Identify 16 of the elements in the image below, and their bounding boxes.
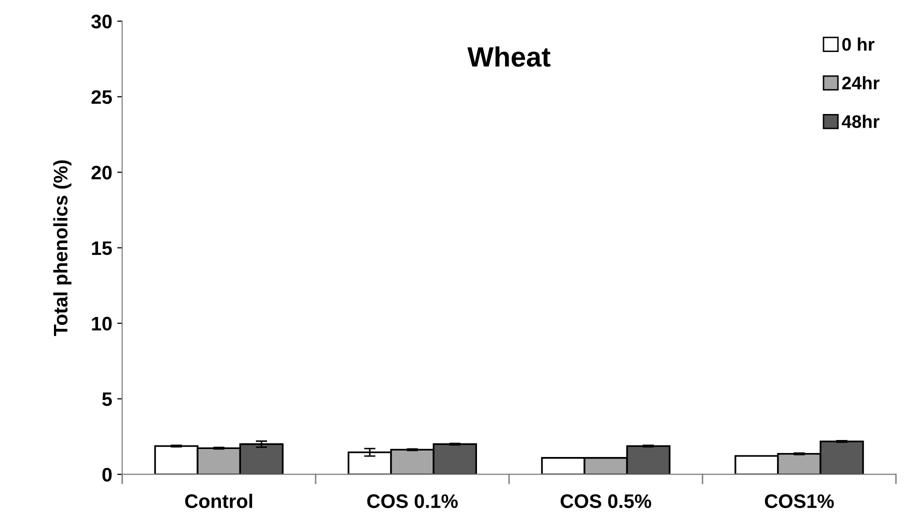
x-tick-label: COS1% (764, 494, 834, 508)
y-tick-label: 25 (92, 90, 112, 104)
x-tick-label: COS 0.1% (367, 494, 458, 508)
x-tick-label: Control (185, 494, 252, 508)
legend-label: 24hr (842, 76, 880, 90)
text: Wheat (467, 46, 550, 67)
y-tick-label: 30 (91, 14, 112, 28)
y-tick-label: 0 (102, 468, 112, 482)
legend-label: 0 hr (842, 38, 874, 51)
y-tick-label: 5 (102, 392, 112, 406)
legend-label: 48hr (842, 114, 880, 128)
y-tick-label: 20 (92, 166, 112, 180)
y-tick-label: 15 (92, 241, 112, 256)
y-tick-label: 10 (92, 316, 112, 331)
y-axis-title: Total phenolics (%) (53, 160, 72, 336)
x-tick-label: COS 0.5% (560, 494, 652, 508)
